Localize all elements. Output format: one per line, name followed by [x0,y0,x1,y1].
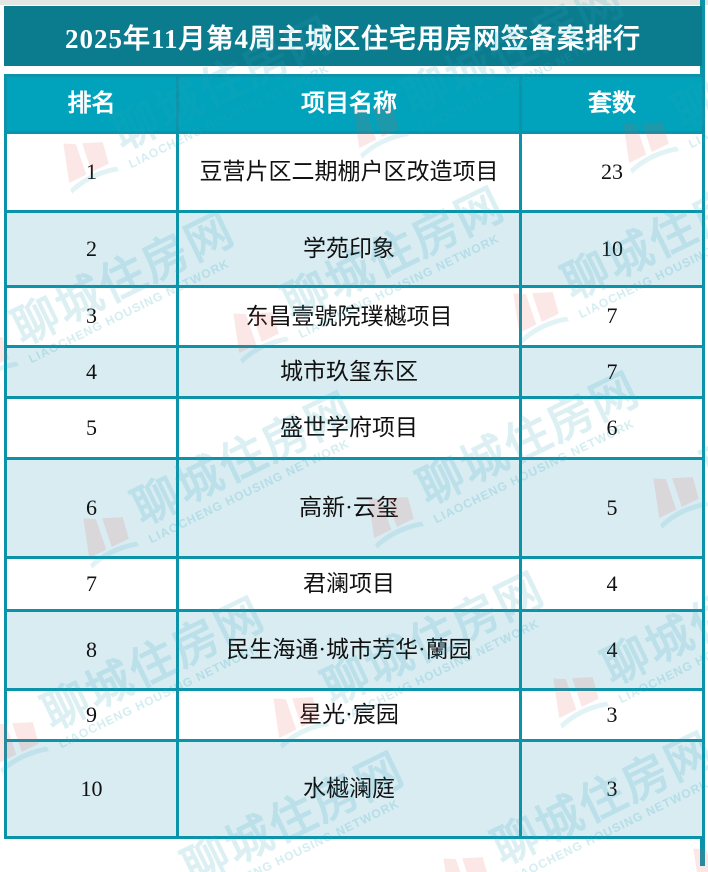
rank-cell: 5 [7,399,179,457]
table-row: 8 民生海通·城市芳华·蘭园 4 [7,612,702,691]
rank-cell: 6 [7,460,179,556]
housing-logo-icon [443,856,489,872]
count-cell: 3 [606,775,618,801]
project-name-cell: 君澜项目 [179,559,522,609]
project-name-cell: 豆营片区二期棚户区改造项目 [179,134,522,210]
count-cell: 6 [606,414,618,440]
rank-cell: 7 [7,559,179,609]
page-title: 2025年11月第4周主城区住宅用房网签备案排行 [64,23,641,54]
count-cell: 10 [601,235,623,261]
rank-cell: 3 [7,288,179,345]
project-name-cell: 民生海通·城市芳华·蘭园 [179,612,522,688]
top-edge-strip [0,0,708,5]
table-row: 7 君澜项目 4 [7,559,702,612]
column-header-name: 项目名称 [179,77,522,131]
table-row: 9 星光·宸园 3 [7,691,702,742]
rank-cell: 9 [7,691,179,739]
project-name-cell: 水樾澜庭 [179,742,522,836]
table-row: 1 豆营片区二期棚户区改造项目 23 [7,134,702,213]
project-name-cell: 星光·宸园 [179,691,522,739]
table-row: 5 盛世学府项目 6 [7,399,702,460]
count-cell: 7 [606,358,618,384]
rank-cell: 1 [7,134,179,210]
rank-cell: 2 [7,213,179,285]
table-row: 4 城市玖玺东区 7 [7,348,702,399]
project-name-cell: 城市玖玺东区 [179,348,522,396]
count-cell: 5 [606,494,618,520]
project-name-cell: 盛世学府项目 [179,399,522,457]
column-header-rank: 排名 [7,77,179,131]
table-row: 2 学苑印象 10 [7,213,702,288]
count-cell: 3 [606,701,618,727]
count-cell: 4 [606,570,618,596]
count-cell: 23 [601,158,623,184]
title-bar: 2025年11月第4周主城区住宅用房网签备案排行 [4,6,702,66]
count-cell: 7 [606,303,618,329]
rank-cell: 8 [7,612,179,688]
table-row: 3 东昌壹號院璞樾项目 7 [7,288,702,348]
table-header-row: 排名 项目名称 套数 [7,77,702,134]
table-row: 6 高新·云玺 5 [7,460,702,559]
rank-cell: 4 [7,348,179,396]
housing-logo-icon [113,855,195,872]
rank-cell: 10 [7,742,179,836]
table-row: 10 水樾澜庭 3 [7,742,702,836]
project-name-cell: 学苑印象 [179,213,522,285]
count-cell: 4 [606,636,618,662]
ranking-table: 排名 项目名称 套数 1 豆营片区二期棚户区改造项目 23 2 学苑印象 10 … [4,74,705,839]
project-name-cell: 高新·云玺 [179,460,522,556]
column-header-count: 套数 [588,90,636,117]
project-name-cell: 东昌壹號院璞樾项目 [179,288,522,345]
